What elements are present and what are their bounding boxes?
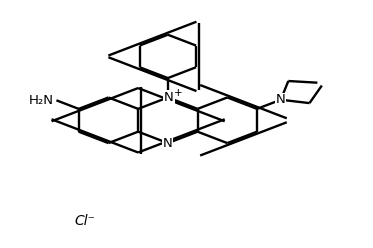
Text: Cl⁻: Cl⁻ [75, 214, 95, 228]
Text: N: N [164, 91, 174, 104]
Text: N: N [163, 137, 173, 150]
Text: +: + [174, 88, 183, 97]
Text: N: N [276, 93, 286, 106]
Text: H₂N: H₂N [28, 94, 53, 107]
